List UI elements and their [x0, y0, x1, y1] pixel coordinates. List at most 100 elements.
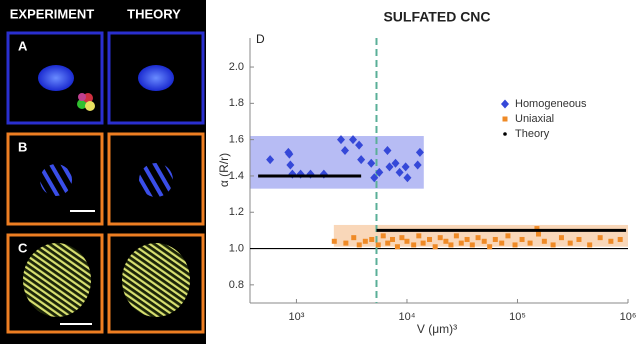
- point: [499, 240, 505, 246]
- point: [375, 242, 381, 248]
- y-tick-label: 1.8: [229, 97, 244, 109]
- x-tick-label: 10⁴: [398, 311, 415, 323]
- point: [385, 240, 391, 246]
- point: [453, 233, 459, 239]
- y-tick-label: 1.6: [229, 134, 244, 146]
- legend-label: Uniaxial: [515, 113, 554, 125]
- point: [331, 238, 337, 244]
- point: [415, 147, 424, 157]
- row-label: C: [18, 240, 28, 255]
- point: [403, 173, 412, 183]
- point: [469, 242, 475, 248]
- point: [550, 242, 556, 248]
- point: [527, 240, 533, 246]
- micrograph: [40, 164, 72, 196]
- y-tick-label: 1.4: [229, 170, 244, 182]
- point: [369, 236, 375, 242]
- point: [420, 240, 426, 246]
- point: [558, 235, 564, 241]
- chart: SULFATED CNC D V (μm)³ α (R/r) 0.8 1.0 1.2…: [217, 9, 636, 336]
- point: [356, 242, 362, 248]
- point: [587, 242, 593, 248]
- legend-marker: [503, 132, 507, 136]
- point: [395, 167, 404, 177]
- y-tick-label: 1.0: [229, 242, 244, 254]
- panel-label: D: [256, 32, 265, 46]
- point: [343, 240, 349, 246]
- row-label: A: [18, 38, 28, 53]
- point: [351, 235, 357, 241]
- point: [390, 236, 396, 242]
- point: [286, 160, 295, 170]
- legend-marker: [502, 116, 508, 122]
- point: [576, 236, 582, 242]
- x-tick-label: 10³: [288, 311, 304, 323]
- legend-label: Homogeneous: [515, 98, 587, 110]
- chart-title: SULFATED CNC: [383, 9, 490, 25]
- point: [413, 160, 422, 170]
- point: [391, 158, 400, 168]
- point: [336, 135, 345, 145]
- micrograph: [38, 65, 74, 91]
- y-tick-label: 0.8: [229, 279, 244, 291]
- point: [541, 238, 547, 244]
- y-tick-label: 2.0: [229, 61, 244, 73]
- point: [458, 240, 464, 246]
- point: [355, 140, 364, 150]
- micrograph: [85, 101, 95, 111]
- point: [536, 231, 542, 237]
- point: [411, 242, 417, 248]
- point: [608, 238, 614, 244]
- point: [340, 146, 349, 156]
- point: [383, 146, 392, 156]
- point: [475, 235, 481, 241]
- point: [519, 236, 525, 242]
- x-tick-label: 10⁵: [509, 311, 526, 323]
- point: [492, 236, 498, 242]
- point: [464, 236, 470, 242]
- point: [534, 226, 540, 232]
- micrograph: [122, 243, 190, 317]
- point: [375, 167, 384, 177]
- point: [404, 238, 410, 244]
- point: [448, 242, 454, 248]
- x-tick-label: 10⁶: [620, 311, 637, 323]
- image-panel: EXPERIMENT THEORY A B C: [0, 0, 206, 344]
- point: [505, 233, 511, 239]
- point: [385, 162, 394, 172]
- column-label: THEORY: [127, 6, 181, 21]
- point: [597, 235, 603, 241]
- point: [357, 155, 366, 165]
- point: [399, 235, 405, 241]
- micrograph: [78, 93, 86, 101]
- point: [367, 158, 376, 168]
- legend-marker: [501, 99, 509, 109]
- point: [394, 244, 400, 250]
- legend-label: Theory: [515, 128, 550, 140]
- point: [362, 238, 368, 244]
- point: [487, 244, 493, 250]
- point: [481, 238, 487, 244]
- point: [416, 233, 422, 239]
- micrograph: [139, 163, 173, 197]
- point: [380, 233, 386, 239]
- point: [401, 162, 410, 172]
- point: [370, 173, 379, 183]
- point: [432, 244, 438, 250]
- micrograph: [23, 243, 91, 317]
- micrograph: [138, 65, 174, 91]
- point: [443, 238, 449, 244]
- point: [427, 236, 433, 242]
- y-tick-label: 1.2: [229, 206, 244, 218]
- point: [266, 155, 275, 165]
- point: [512, 242, 518, 248]
- point: [617, 236, 623, 242]
- point: [349, 135, 358, 145]
- x-axis-label: V (μm)³: [417, 322, 457, 336]
- point: [437, 235, 443, 241]
- point: [567, 240, 573, 246]
- column-label: EXPERIMENT: [10, 6, 95, 21]
- point: [285, 149, 294, 159]
- row-label: B: [18, 139, 27, 154]
